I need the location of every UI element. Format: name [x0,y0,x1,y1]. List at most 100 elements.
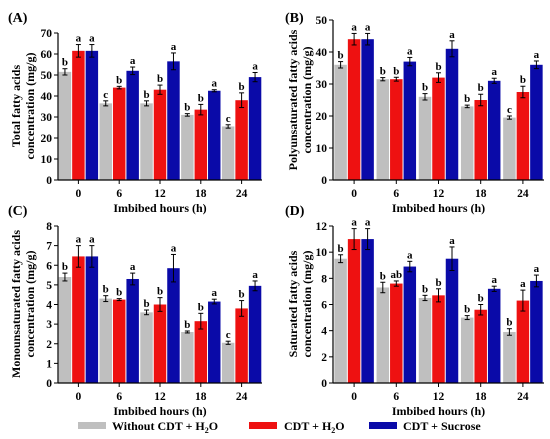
bar [167,268,180,383]
y-tick-label: 8 [46,221,52,233]
legend-label: CDT + Sucrose [403,419,481,433]
significance-letter: a [76,33,82,45]
y-tick-label: 30 [41,112,53,124]
error-bar [103,295,109,303]
x-tick-label: 0 [76,391,82,403]
bar [181,114,194,180]
x-axis-title: Imbibed hours (h) [392,404,485,418]
error-bar [407,260,413,273]
bar [153,89,167,180]
bar [390,283,403,383]
legend-label: Without CDT + H2O [112,419,218,435]
bar [235,308,248,383]
error-bar [478,304,484,316]
error-bar [478,93,484,107]
bar [194,109,208,180]
significance-letter: a [212,78,218,90]
significance-letter: b [184,102,190,114]
y-tick-label: 20 [41,133,53,145]
error-bar [89,245,95,268]
x-tick-label: 12 [154,391,166,403]
significance-letter: c [226,113,231,125]
y-tick-label: 7 [46,241,52,253]
error-bar [506,328,512,336]
significance-letter: b [520,74,526,86]
error-bar [184,330,190,334]
bar [99,298,112,383]
error-bar [144,309,150,316]
bar [445,48,459,180]
significance-letter: b [338,243,344,255]
bar [432,77,445,180]
error-bar [75,245,81,268]
y-tick-label: 10 [316,143,328,155]
bar [112,87,126,180]
error-bar [393,76,399,82]
bar [126,278,139,383]
significance-letter: a [130,55,136,67]
x-axis-title: Imbibed hours (h) [392,201,485,215]
significance-letter: a [534,49,540,61]
y-tick-label: 2 [321,352,327,364]
bar [460,106,474,180]
y-tick-label: 0 [321,378,327,390]
bar [376,79,390,180]
error-bar [170,253,176,283]
significance-letter: b [116,287,122,299]
bar [140,103,153,180]
error-bar [116,85,122,90]
significance-letter: a [520,278,526,290]
y-tick-label: 4 [321,326,327,338]
bar [530,280,543,383]
x-axis-title: Imbibed hours (h) [113,201,206,215]
significance-letter: a [89,234,95,246]
error-bar [380,281,386,294]
significance-letter: b [239,289,245,301]
y-axis-title: concentration (mg/g) [23,251,37,358]
bar [181,331,194,383]
panel-label: (C) [8,204,28,219]
error-bar [170,52,176,71]
significance-letter: a [365,21,371,33]
error-bar [252,280,258,292]
significance-letter: a [351,21,357,33]
panel-label: (B) [285,11,304,26]
significance-letter: b [478,82,484,94]
bar [418,297,432,383]
error-bar [103,100,109,107]
y-axis-title: concentration (mg/g) [23,53,37,160]
bar [126,70,139,180]
significance-letter: b [422,82,428,94]
x-tick-label: 24 [517,188,529,200]
x-tick-label: 0 [351,391,357,403]
significance-letter: b [116,74,122,86]
significance-letter: a [252,269,258,281]
y-tick-label: 6 [321,300,327,312]
bar [221,126,235,180]
bar [235,100,248,180]
x-tick-label: 6 [116,188,122,200]
bar [72,50,85,180]
significance-letter: a [407,45,413,57]
significance-letter: b [62,261,68,273]
significance-letter: b [143,298,149,310]
y-tick-label: 10 [316,247,328,259]
y-tick-label: 60 [41,49,53,61]
significance-letter: c [507,104,512,116]
error-bar [184,113,190,117]
significance-letter: b [103,284,109,296]
x-tick-label: 18 [475,391,487,403]
error-bar [157,84,163,95]
y-tick-label: 6 [46,260,52,272]
significance-letter: b [338,50,344,62]
bar [85,50,99,180]
y-tick-label: 50 [41,70,53,82]
x-tick-label: 12 [433,391,445,403]
bar [167,61,180,180]
error-bar [211,89,217,93]
y-axis-title: Saturated fatty acids [286,250,300,357]
significance-letter: b [62,57,68,69]
error-bar [422,93,428,101]
bar [376,287,390,383]
